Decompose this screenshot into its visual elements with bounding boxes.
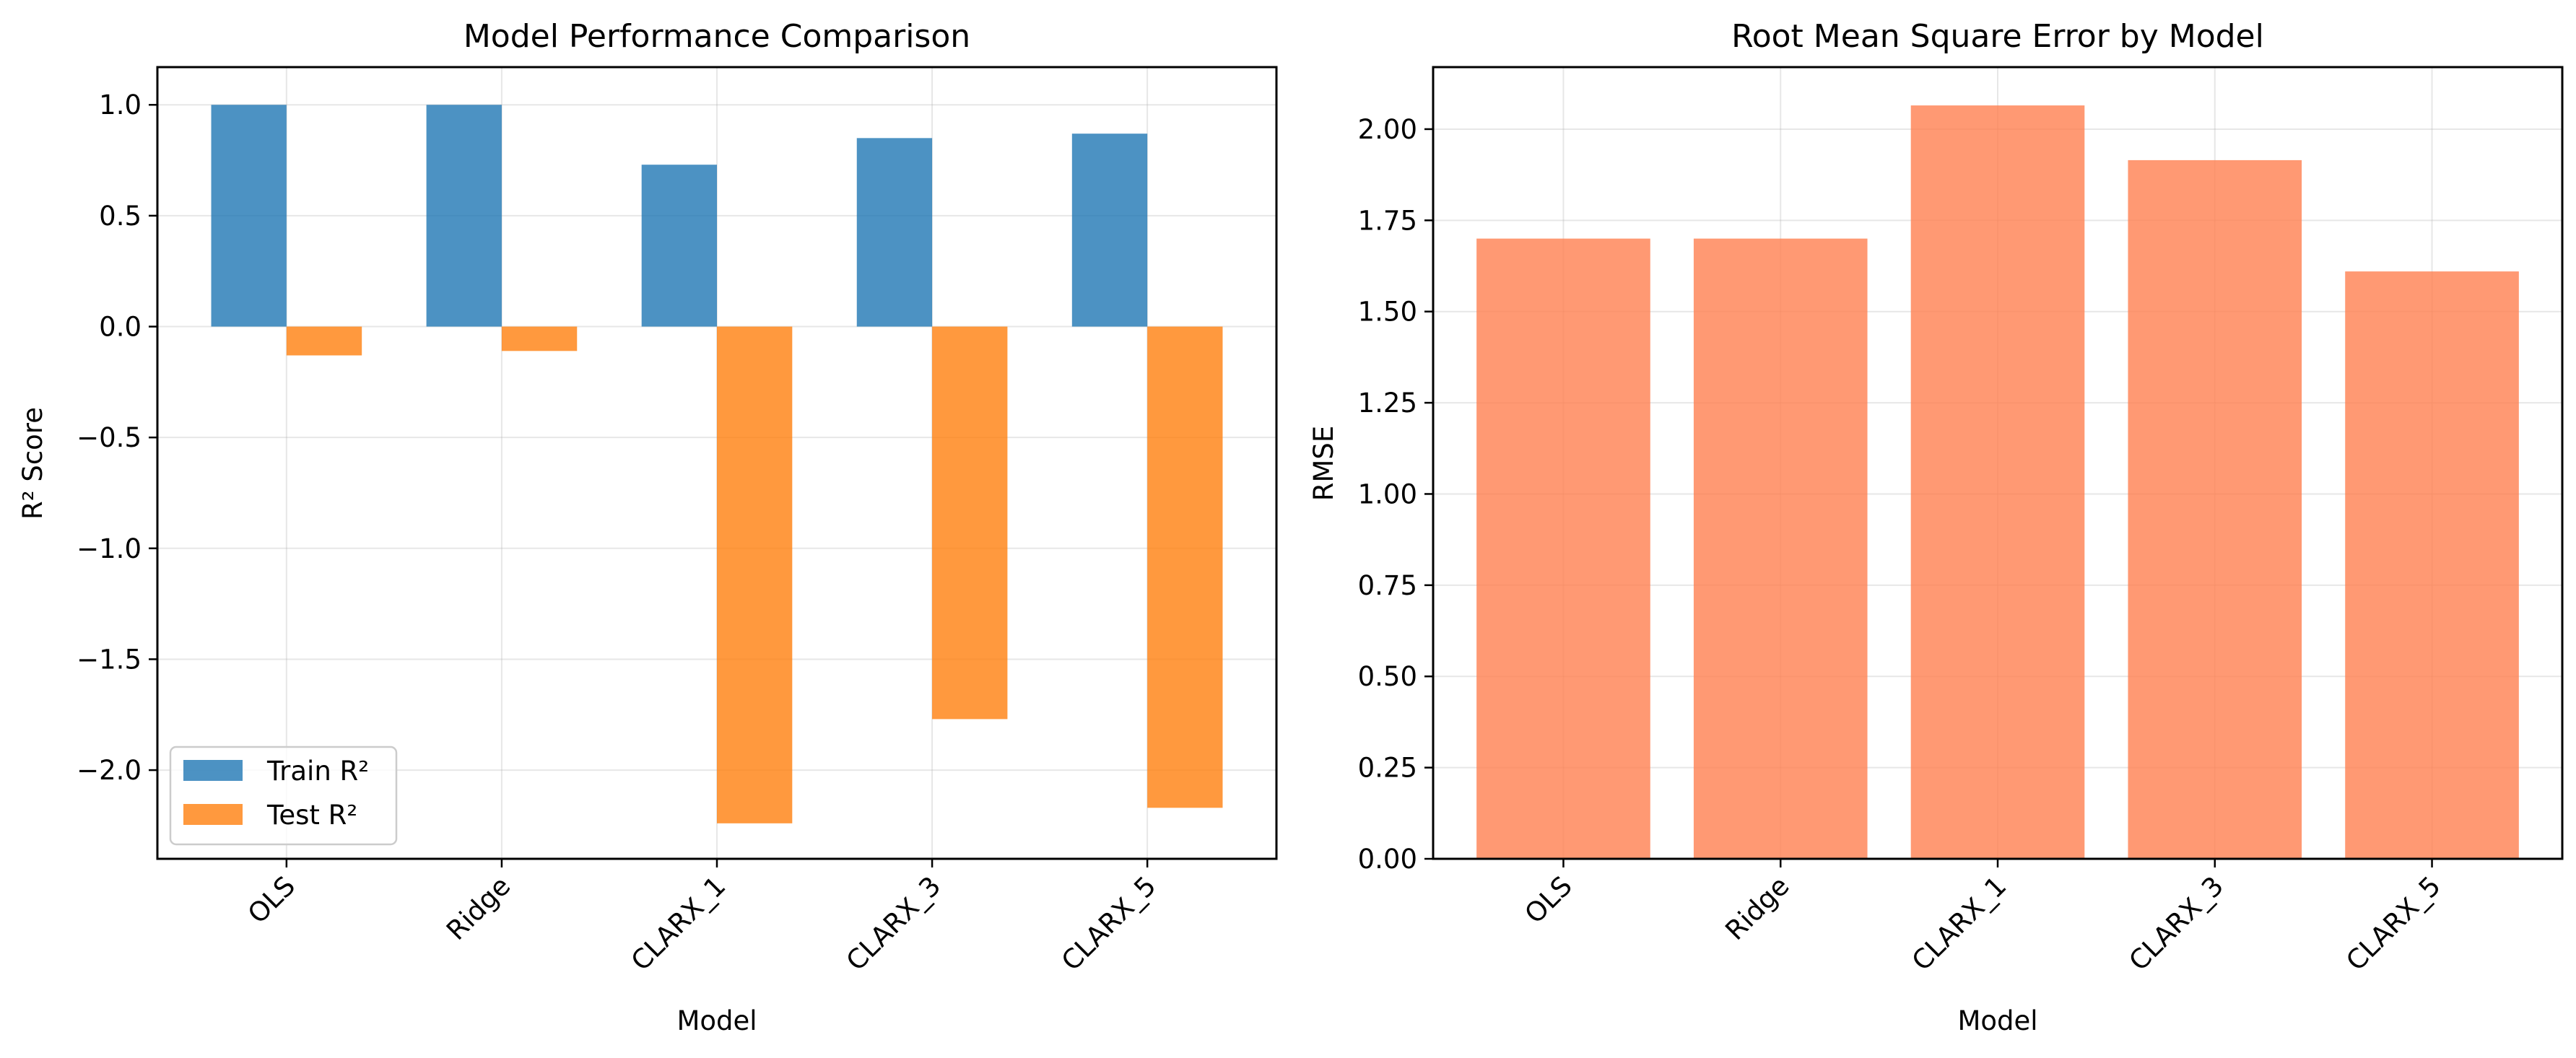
r2-chart-title: Model Performance Comparison — [464, 18, 970, 55]
y-tick-label: 0.5 — [99, 201, 142, 232]
rmse-chart-bars — [1476, 105, 2519, 859]
rmse-bar — [1476, 238, 1650, 859]
x-tick-label: CLARX_3 — [2123, 870, 2230, 977]
r2-chart-yticks: 1.0 0.5 0.0 −0.5 −1.0 −1.5 −2.0 — [77, 89, 157, 786]
y-tick-label: 0.0 — [99, 312, 142, 343]
x-tick-label: OLS — [1519, 870, 1578, 930]
legend-swatch-test — [183, 804, 243, 825]
y-tick-label: 1.00 — [1358, 478, 1417, 510]
legend-label-test: Test R² — [266, 800, 357, 831]
y-tick-label: 1.50 — [1358, 297, 1417, 328]
r2-chart-xticks: OLS Ridge CLARX_1 CLARX_3 CLARX_5 — [242, 859, 1162, 977]
rmse-bar — [1693, 238, 1868, 859]
test-bar — [286, 326, 362, 356]
test-bar — [1147, 326, 1223, 808]
x-tick-label: Ridge — [440, 870, 516, 946]
legend-label-train: Train R² — [266, 756, 369, 787]
y-tick-label: 0.00 — [1358, 844, 1417, 875]
x-tick-label: CLARX_1 — [625, 870, 732, 977]
train-bar — [211, 105, 287, 327]
y-tick-label: 1.0 — [99, 89, 142, 121]
x-tick-label: Ridge — [1719, 870, 1795, 946]
r2-chart: Model Performance Comparison 1.0 0.5 0.0 −0… — [17, 18, 1278, 1036]
rmse-chart: Root Mean Square Error by Model 0.00 0.25… — [1308, 18, 2564, 1036]
rmse-bar — [2128, 159, 2302, 859]
rmse-chart-xlabel: Model — [1957, 1005, 2037, 1036]
train-bar — [426, 105, 502, 327]
rmse-bar — [2345, 271, 2519, 859]
x-tick-label: CLARX_3 — [840, 870, 947, 977]
rmse-chart-xticks: OLS Ridge CLARX_1 CLARX_3 CLARX_5 — [1519, 859, 2447, 977]
y-tick-label: −2.0 — [77, 755, 142, 786]
x-tick-label: CLARX_5 — [2340, 870, 2447, 977]
rmse-bar — [1910, 105, 2085, 859]
train-bar — [1071, 134, 1148, 327]
legend-swatch-train — [183, 760, 243, 781]
train-bar — [641, 165, 717, 327]
test-bar — [501, 326, 578, 351]
rmse-chart-title: Root Mean Square Error by Model — [1731, 18, 2264, 55]
y-tick-label: 1.75 — [1358, 205, 1417, 236]
y-tick-label: 2.00 — [1358, 114, 1417, 145]
y-tick-label: 0.25 — [1358, 753, 1417, 784]
y-tick-label: −1.5 — [77, 644, 142, 675]
r2-chart-ylabel: R² Score — [17, 407, 48, 520]
rmse-chart-yticks: 0.00 0.25 0.50 0.75 1.00 1.25 1.50 1.75 2.00 — [1358, 114, 1433, 875]
y-tick-label: 1.25 — [1358, 388, 1417, 419]
rmse-chart-ylabel: RMSE — [1308, 426, 1339, 502]
x-tick-label: CLARX_5 — [1056, 870, 1162, 977]
test-bar — [717, 326, 793, 823]
x-tick-label: CLARX_1 — [1906, 870, 2013, 977]
r2-chart-bars — [211, 105, 1223, 823]
x-tick-label: OLS — [242, 870, 301, 930]
test-bar — [932, 326, 1008, 720]
train-bar — [856, 138, 933, 327]
y-tick-label: 0.75 — [1358, 570, 1417, 601]
y-tick-label: −0.5 — [77, 422, 142, 453]
y-tick-label: 0.50 — [1358, 661, 1417, 692]
r2-chart-xlabel: Model — [676, 1005, 757, 1036]
r2-chart-legend: Train R² Test R² — [169, 746, 398, 846]
y-tick-label: −1.0 — [77, 533, 142, 564]
